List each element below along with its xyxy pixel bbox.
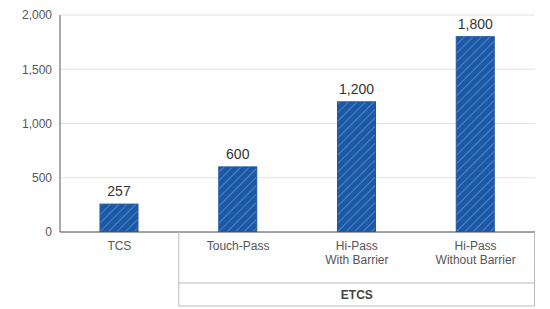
- svg-text:257: 257: [107, 183, 131, 199]
- svg-text:2,000: 2,000: [22, 8, 52, 22]
- svg-text:500: 500: [32, 171, 52, 185]
- svg-text:ETCS: ETCS: [341, 288, 373, 302]
- svg-text:1,200: 1,200: [339, 81, 374, 97]
- svg-text:With Barrier: With Barrier: [325, 253, 388, 267]
- svg-text:600: 600: [226, 146, 250, 162]
- svg-text:Touch-Pass: Touch-Pass: [207, 239, 270, 253]
- svg-text:Hi-Pass: Hi-Pass: [455, 239, 497, 253]
- svg-text:0: 0: [45, 225, 52, 239]
- svg-text:Without Barrier: Without Barrier: [436, 253, 516, 267]
- svg-text:1,500: 1,500: [22, 63, 52, 77]
- svg-text:Hi-Pass: Hi-Pass: [336, 239, 378, 253]
- svg-text:1,800: 1,800: [458, 16, 493, 32]
- svg-text:1,000: 1,000: [22, 117, 52, 131]
- svg-text:TCS: TCS: [107, 239, 131, 253]
